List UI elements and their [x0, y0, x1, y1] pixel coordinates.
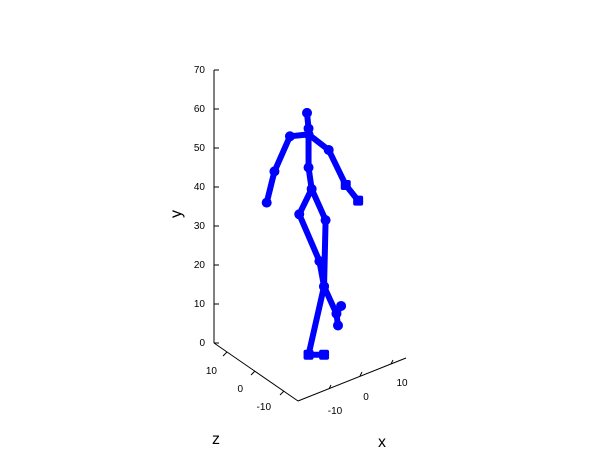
- joint-knee-right: [319, 281, 330, 292]
- joint-hand-left: [261, 197, 272, 208]
- y-axis-label: y: [168, 210, 185, 218]
- bone-elbow-left-hand-left: [263, 168, 278, 206]
- y-tick-label: 30: [194, 221, 206, 232]
- joint-head: [302, 107, 312, 118]
- z-tick-label: -10: [257, 402, 272, 413]
- bone-hip-center-hip-right: [308, 185, 329, 224]
- y-tick-label: 40: [194, 182, 206, 193]
- x-axis-line: [297, 357, 407, 402]
- y-tick-label: 0: [199, 338, 205, 349]
- x-tick-label: -10: [328, 406, 343, 417]
- joint-hip-right: [320, 215, 331, 226]
- joint-hip-left: [294, 209, 305, 220]
- joint-shoulder-center: [303, 129, 314, 140]
- joint-hand-right: [353, 195, 364, 206]
- z-axis-label: z: [212, 431, 220, 448]
- z-tick-label: 10: [206, 366, 218, 377]
- y-ticks: 0 10 20 30 40 50 60 70: [194, 65, 219, 349]
- joint-shoulder-left: [284, 131, 295, 142]
- z-ticks: 10 0 -10: [206, 351, 285, 413]
- y-tick-label: 20: [194, 260, 206, 271]
- x-axis-label: x: [378, 434, 386, 450]
- bone-hip-right-knee-right: [321, 217, 329, 290]
- joint-foot-right: [336, 300, 347, 311]
- joint-elbow-right: [340, 180, 351, 191]
- joint-elbow-left: [269, 166, 280, 177]
- bone-shoulder-left-elbow-left: [271, 133, 293, 175]
- joint-toe-left: [319, 349, 330, 360]
- y-tick-label: 10: [194, 299, 206, 310]
- x-tick-label: 0: [363, 392, 369, 403]
- y-tick-label: 60: [194, 104, 206, 115]
- joint-shoulder-right: [323, 144, 334, 155]
- bone-ankle-left-foot-left: [305, 283, 328, 358]
- joint-spine: [303, 162, 314, 173]
- y-tick-label: 50: [194, 143, 206, 154]
- joint-knee-left: [314, 256, 325, 267]
- y-tick-label: 70: [194, 65, 206, 76]
- joint-ankle-right: [331, 308, 342, 319]
- joint-hip-center: [306, 183, 317, 194]
- z-tick-label: 0: [237, 384, 243, 395]
- skeleton-plot: [261, 107, 364, 360]
- joint-foot-left: [303, 349, 314, 360]
- x-ticks: -10 0 10: [328, 359, 408, 417]
- x-tick-label: 10: [396, 378, 408, 389]
- bone-shoulder-right-elbow-right: [325, 146, 349, 189]
- joint-toe-right: [333, 320, 343, 331]
- bone-hip-left-knee-left: [296, 211, 323, 265]
